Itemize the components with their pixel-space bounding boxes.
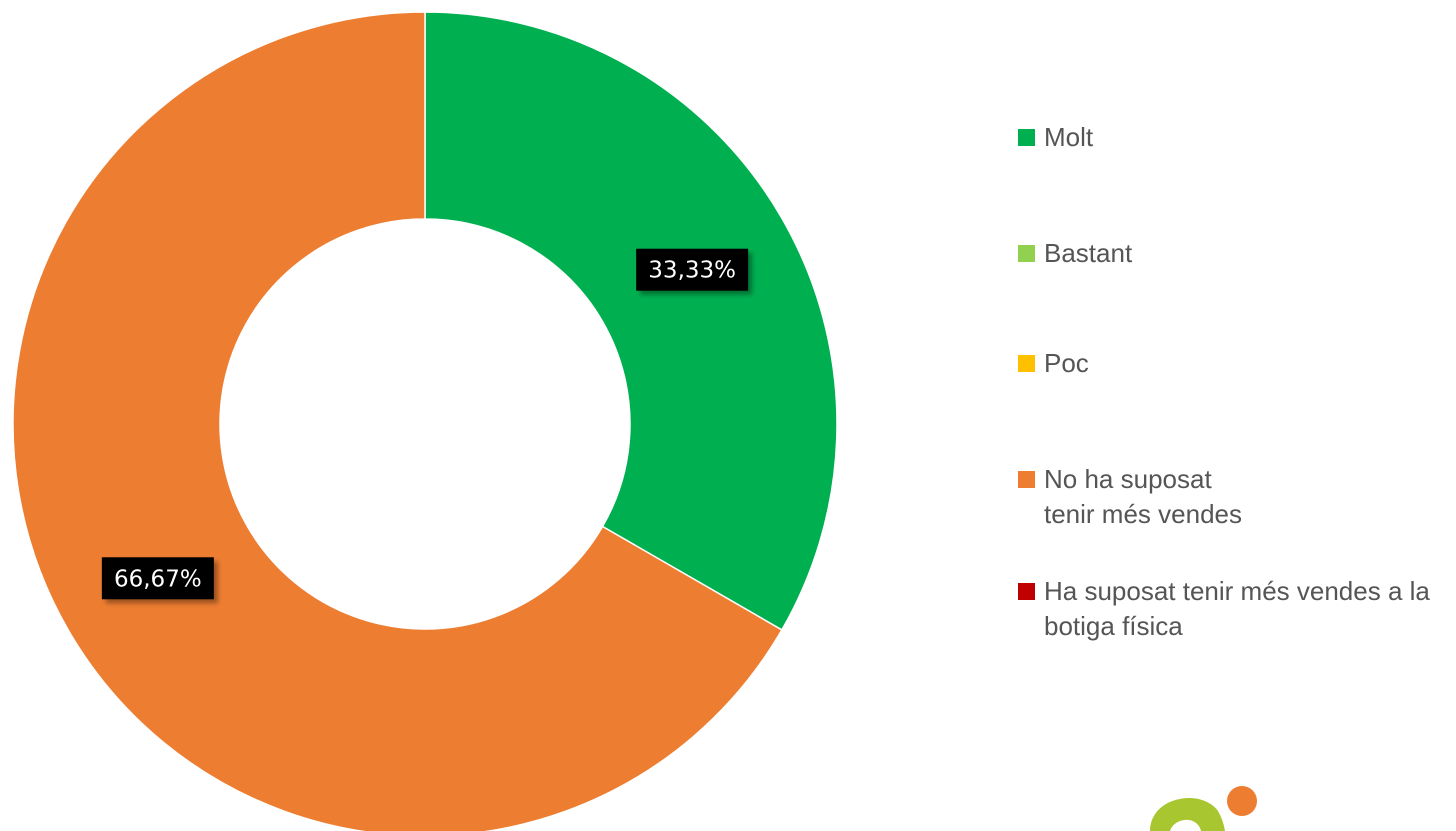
- legend-item-ha-suposat-botiga: Ha suposat tenir més vendes a la botiga …: [1018, 574, 1448, 644]
- legend-swatch-no-ha-suposat: [1018, 471, 1035, 488]
- legend-item-molt: Molt: [1018, 120, 1093, 155]
- legend-item-poc: Poc: [1018, 346, 1089, 381]
- legend-swatch-molt: [1018, 129, 1035, 146]
- legend-label-bastant: Bastant: [1044, 238, 1133, 268]
- slice-molt: [424, 11, 838, 631]
- logo-orange-dot: [1227, 786, 1257, 816]
- data-label-no-ha-suposat-tenir-mes-vendes: 66,67%: [101, 557, 214, 600]
- data-label-box: [101, 557, 214, 600]
- legend-swatch-ha-suposat-botiga: [1018, 583, 1035, 600]
- donut-slices: [12, 11, 838, 831]
- data-label-text: 33,33%: [648, 258, 736, 284]
- logo-green-shape: [1150, 798, 1225, 831]
- legend-label-molt: Molt: [1044, 122, 1094, 152]
- data-label-molt: 33,33%: [636, 248, 749, 291]
- legend-item-bastant: Bastant: [1018, 236, 1132, 271]
- legend-label-no-ha-suposat: No ha suposat tenir més vendes: [1044, 464, 1242, 529]
- slice-no-ha-suposat-tenir-mes-vendes: [12, 11, 783, 831]
- legend-swatch-poc: [1018, 355, 1035, 372]
- data-labels: 33,33% 66,67%: [101, 248, 749, 600]
- legend-item-no-ha-suposat: No ha suposat tenir més vendes: [1018, 462, 1248, 532]
- legend-label-ha-suposat-botiga: Ha suposat tenir més vendes a la botiga …: [1044, 576, 1430, 641]
- legend-swatch-bastant: [1018, 245, 1035, 262]
- logo-inner-cut: [1170, 819, 1201, 831]
- data-label-text: 66,67%: [114, 566, 202, 592]
- data-label-box: [636, 248, 749, 291]
- legend-label-poc: Poc: [1044, 348, 1089, 378]
- brand-logo-icon: [1150, 786, 1257, 831]
